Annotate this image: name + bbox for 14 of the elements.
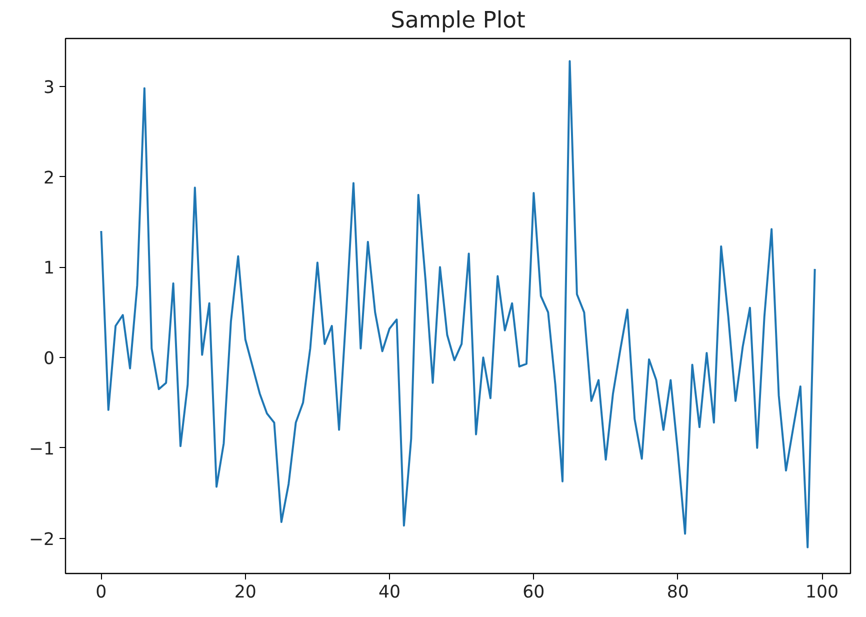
x-tick-label: 100 [805,582,839,602]
y-tick-label: 3 [43,78,55,98]
x-tick-label: 0 [96,582,107,602]
x-tick-label: 40 [378,582,401,602]
x-tick-label: 20 [234,582,256,602]
chart-title: Sample Plot [390,8,526,34]
y-tick-label: 1 [43,258,55,279]
x-tick-label: 60 [522,582,545,602]
line-series [100,60,816,548]
y-tick-label: −1 [28,439,55,460]
y-tick-label: −2 [28,530,55,550]
x-tick-label: 80 [666,582,689,602]
y-tick-label: 2 [43,168,55,188]
y-tick-label: 0 [43,349,55,370]
